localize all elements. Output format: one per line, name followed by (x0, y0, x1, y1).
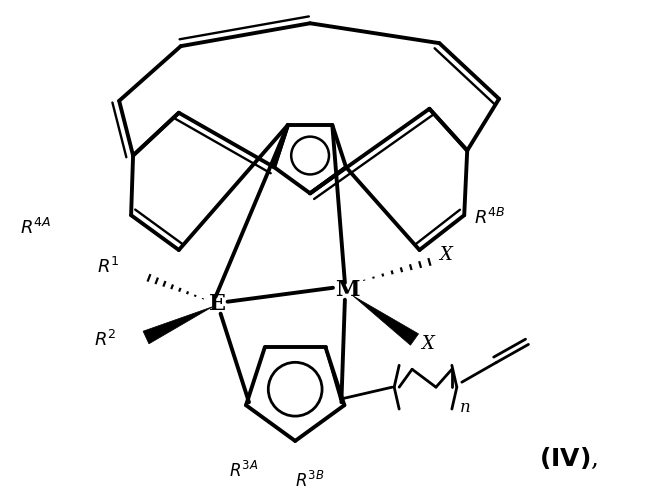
Text: $\mathbf{(IV)}$,: $\mathbf{(IV)}$, (539, 446, 598, 471)
Text: $R^{2}$: $R^{2}$ (93, 330, 116, 349)
Text: $R^{3B}$: $R^{3B}$ (295, 471, 325, 491)
Text: $R^{1}$: $R^{1}$ (97, 257, 119, 277)
Polygon shape (353, 296, 419, 345)
Text: $R^{3A}$: $R^{3A}$ (229, 461, 259, 481)
Text: X: X (439, 246, 453, 264)
Text: X: X (421, 336, 434, 353)
Text: $R^{4A}$: $R^{4A}$ (20, 218, 51, 238)
Text: $R^{4B}$: $R^{4B}$ (474, 208, 506, 228)
Text: M: M (334, 279, 359, 301)
Polygon shape (143, 306, 213, 344)
Text: n: n (460, 399, 471, 416)
Text: E: E (209, 292, 226, 314)
